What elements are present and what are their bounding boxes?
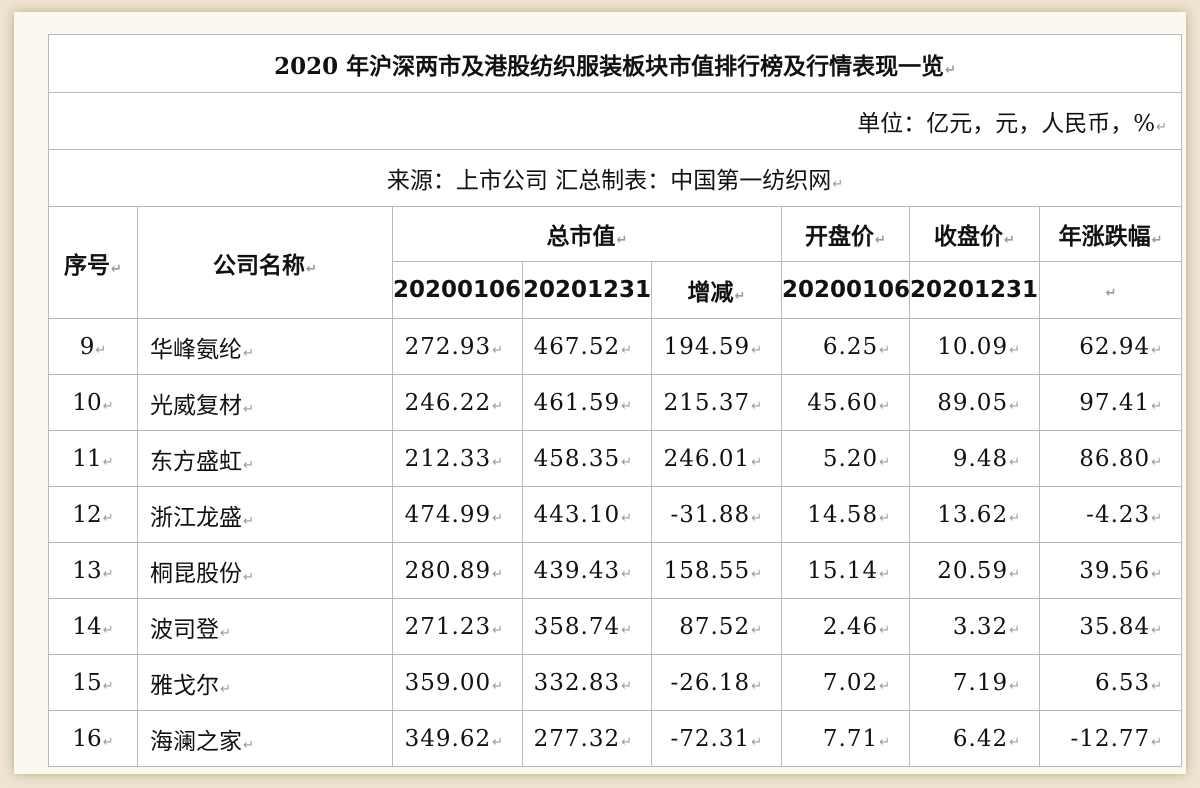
cell-cap-end: 332.83↵ — [522, 654, 652, 711]
cell-annual-change: 62.94↵ — [1038, 318, 1183, 375]
cell-index: 9↵ — [48, 318, 138, 375]
cell-index: 13↵ — [48, 542, 138, 599]
header-company: 公司名称↵ — [137, 206, 393, 319]
cell-cap-change: -31.88↵ — [651, 486, 782, 543]
header-open-price: 开盘价↵ — [781, 206, 910, 262]
header-market-cap: 总市值↵ — [392, 206, 782, 262]
cell-open-price: 45.60↵ — [781, 374, 910, 431]
header-date-start: 20200106↵ — [392, 261, 523, 319]
cell-open-price: 7.71↵ — [781, 710, 910, 767]
cell-annual-change: 6.53↵ — [1038, 654, 1183, 711]
cell-cap-end: 467.52↵ — [522, 318, 652, 375]
market-cap-table: 2020 年沪深两市及港股纺织服装板块市值排行榜及行情表现一览↵ 单位：亿元，元… — [47, 34, 1183, 767]
cell-open-price: 14.58↵ — [781, 486, 910, 543]
header-index: 序号↵ — [48, 206, 138, 319]
cell-company: 海澜之家↵ — [137, 710, 393, 767]
cell-company: 桐昆股份↵ — [137, 542, 393, 599]
cell-open-price: 6.25↵ — [781, 318, 910, 375]
cell-open-price: 5.20↵ — [781, 430, 910, 487]
table-title: 2020 年沪深两市及港股纺织服装板块市值排行榜及行情表现一览↵ — [47, 34, 1183, 93]
cell-cap-change: -72.31↵ — [651, 710, 782, 767]
cell-cap-end: 439.43↵ — [522, 542, 652, 599]
cell-cap-change: 246.01↵ — [651, 430, 782, 487]
cell-cap-change: -26.18↵ — [651, 654, 782, 711]
cell-close-price: 89.05↵ — [909, 374, 1040, 431]
cell-cap-end: 461.59↵ — [522, 374, 652, 431]
header-empty: ↵ — [1038, 261, 1183, 319]
header-close-price: 收盘价↵ — [909, 206, 1040, 262]
image-frame: 2020 年沪深两市及港股纺织服装板块市值排行榜及行情表现一览↵ 单位：亿元，元… — [14, 12, 1186, 774]
header-annual-change: 年涨跌幅↵ — [1038, 206, 1183, 262]
cell-cap-start: 271.23↵ — [392, 598, 523, 655]
cell-index: 11↵ — [48, 430, 138, 487]
cell-cap-start: 212.33↵ — [392, 430, 523, 487]
unit-note: 单位：亿元，元，人民币，%↵ — [47, 92, 1183, 150]
cell-cap-start: 246.22↵ — [392, 374, 523, 431]
cell-cap-start: 280.89↵ — [392, 542, 523, 599]
cell-close-price: 20.59↵ — [909, 542, 1040, 599]
cell-company: 雅戈尔↵ — [137, 654, 393, 711]
cell-annual-change: -4.23↵ — [1038, 486, 1183, 543]
cell-annual-change: 35.84↵ — [1038, 598, 1183, 655]
cell-cap-change: 87.52↵ — [651, 598, 782, 655]
cell-close-price: 13.62↵ — [909, 486, 1040, 543]
cell-open-price: 7.02↵ — [781, 654, 910, 711]
cell-index: 16↵ — [48, 710, 138, 767]
cell-index: 10↵ — [48, 374, 138, 431]
header-date-open: 20200106↵ — [781, 261, 910, 319]
table-row: 15↵ 雅戈尔↵ 359.00↵ 332.83↵ -26.18↵ 7.02↵ 7.19↵ 6.… — [48, 654, 1183, 711]
header-date-end: 20201231↵ — [522, 261, 652, 319]
cell-close-price: 3.32↵ — [909, 598, 1040, 655]
cell-cap-change: 194.59↵ — [651, 318, 782, 375]
cell-close-price: 7.19↵ — [909, 654, 1040, 711]
cell-company: 华峰氨纶↵ — [137, 318, 393, 375]
cell-cap-end: 458.35↵ — [522, 430, 652, 487]
table-row: 14↵ 波司登↵ 271.23↵ 358.74↵ 87.52↵ 2.46↵ 3.32↵ 35.… — [48, 598, 1183, 655]
cell-cap-start: 359.00↵ — [392, 654, 523, 711]
cell-annual-change: 39.56↵ — [1038, 542, 1183, 599]
cell-close-price: 6.42↵ — [909, 710, 1040, 767]
cell-cap-start: 272.93↵ — [392, 318, 523, 375]
table-row: 12↵ 浙江龙盛↵ 474.99↵ 443.10↵ -31.88↵ 14.58↵ 13.62… — [48, 486, 1183, 543]
cell-company: 东方盛虹↵ — [137, 430, 393, 487]
table-row: 9↵ 华峰氨纶↵ 272.93↵ 467.52↵ 194.59↵ 6.25↵ 10.09↵ 6… — [48, 318, 1183, 375]
cell-close-price: 10.09↵ — [909, 318, 1040, 375]
cell-cap-end: 358.74↵ — [522, 598, 652, 655]
cell-company: 浙江龙盛↵ — [137, 486, 393, 543]
cell-annual-change: 86.80↵ — [1038, 430, 1183, 487]
cell-cap-change: 215.37↵ — [651, 374, 782, 431]
table-row: 11↵ 东方盛虹↵ 212.33↵ 458.35↵ 246.01↵ 5.20↵ 9.48↵ 8… — [48, 430, 1183, 487]
cell-cap-start: 349.62↵ — [392, 710, 523, 767]
source-note: 来源：上市公司 汇总制表：中国第一纺织网↵ — [47, 149, 1183, 207]
cell-company: 光威复材↵ — [137, 374, 393, 431]
cell-cap-start: 474.99↵ — [392, 486, 523, 543]
table-row: 13↵ 桐昆股份↵ 280.89↵ 439.43↵ 158.55↵ 15.14↵ 20.59… — [48, 542, 1183, 599]
cell-index: 12↵ — [48, 486, 138, 543]
table-row: 16↵ 海澜之家↵ 349.62↵ 277.32↵ -72.31↵ 7.71↵ 6.42↵ -… — [48, 710, 1183, 767]
table-row: 10↵ 光威复材↵ 246.22↵ 461.59↵ 215.37↵ 45.60↵ 89.05… — [48, 374, 1183, 431]
header-date-close: 20201231↵ — [909, 261, 1040, 319]
header-change: 增减↵ — [651, 261, 782, 319]
cell-cap-end: 277.32↵ — [522, 710, 652, 767]
cell-close-price: 9.48↵ — [909, 430, 1040, 487]
cell-open-price: 2.46↵ — [781, 598, 910, 655]
cell-annual-change: 97.41↵ — [1038, 374, 1183, 431]
cell-open-price: 15.14↵ — [781, 542, 910, 599]
cell-cap-change: 158.55↵ — [651, 542, 782, 599]
cell-index: 15↵ — [48, 654, 138, 711]
cell-company: 波司登↵ — [137, 598, 393, 655]
cell-annual-change: -12.77↵ — [1038, 710, 1183, 767]
cell-index: 14↵ — [48, 598, 138, 655]
cell-cap-end: 443.10↵ — [522, 486, 652, 543]
